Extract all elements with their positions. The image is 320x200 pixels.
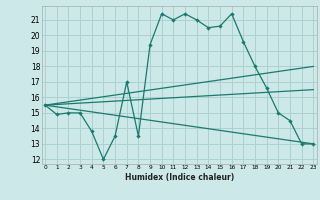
X-axis label: Humidex (Indice chaleur): Humidex (Indice chaleur) [124,173,234,182]
